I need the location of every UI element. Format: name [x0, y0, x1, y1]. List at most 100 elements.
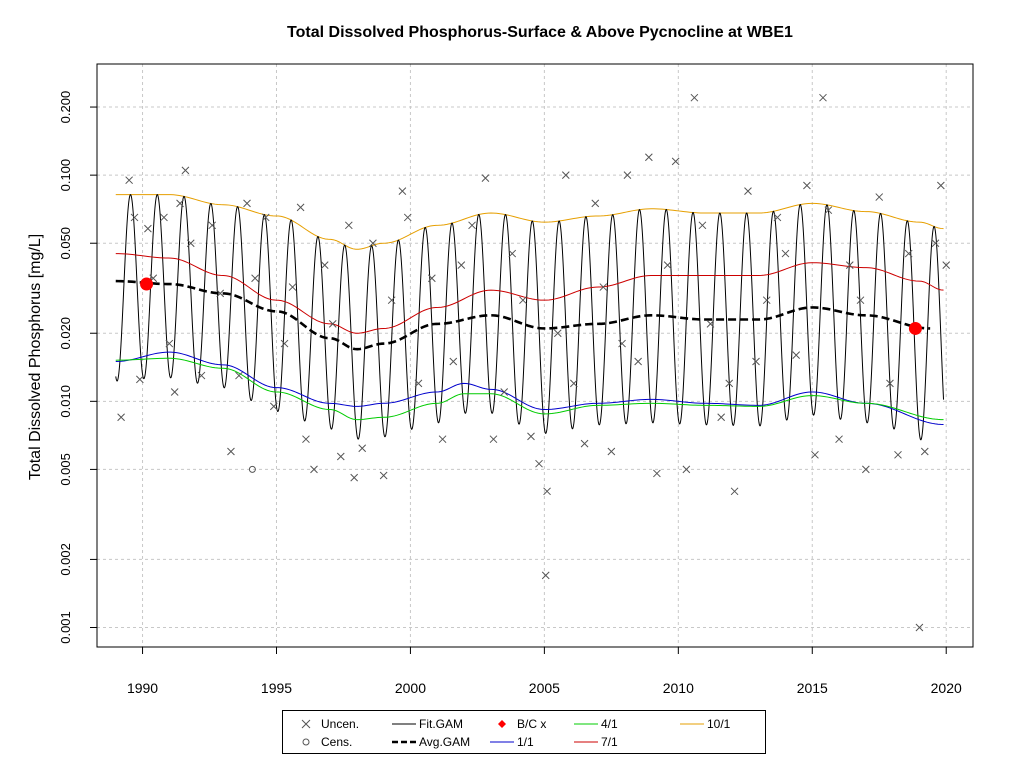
uncensored-point: [599, 283, 608, 291]
legend-1-1-line: [490, 741, 514, 743]
chart-title: Total Dissolved Phosphorus-Surface & Abo…: [287, 24, 793, 41]
legend-label-7-1: 7/1: [601, 735, 618, 749]
uncensored-point: [942, 261, 951, 269]
legend-fit-gam-line: [392, 723, 416, 725]
uncensored-point: [623, 171, 632, 179]
uncensored-point: [653, 469, 661, 478]
uncensored-point: [358, 444, 367, 453]
series-7-1: [115, 253, 944, 334]
series-line-avg-gam: [115, 279, 931, 351]
uncensored-point: [819, 93, 827, 102]
uncensored-point: [130, 213, 139, 222]
uncensored-point: [920, 447, 929, 456]
y-tick-label: 0.100: [58, 159, 73, 192]
uncensored-point: [170, 388, 179, 396]
uncensored-point: [344, 221, 353, 230]
uncensored-point: [706, 320, 715, 328]
legend-label-1-1: 1/1: [517, 735, 534, 749]
series-line-1-1: [115, 351, 944, 425]
fit-gam-line: [115, 194, 945, 441]
censored-point: [248, 465, 256, 473]
uncensored-point: [136, 375, 144, 384]
y-tick-label: 0.005: [58, 453, 73, 486]
uncensored-point: [251, 274, 259, 283]
legend-4-1-line: [574, 723, 598, 725]
legend-circle-symbol: [302, 738, 310, 746]
uncensored-point: [690, 93, 699, 102]
uncensored-point: [671, 157, 680, 166]
uncensored-point: [519, 296, 527, 305]
uncensored-point: [569, 379, 578, 388]
x-tick-label: 2015: [797, 680, 828, 696]
legend-diamond-symbol: [498, 720, 506, 728]
uncensored-point: [931, 239, 940, 248]
uncensored-point: [508, 249, 517, 258]
uncensored-point: [269, 402, 278, 411]
uncensored-point: [336, 452, 345, 461]
series-line-7-1: [115, 253, 944, 334]
uncensored-point: [811, 450, 819, 459]
avg-gam-series: [115, 279, 931, 351]
uncensored-point: [302, 435, 310, 444]
bc-point: [140, 277, 154, 291]
uncensored-point: [580, 439, 589, 448]
legend-label-bc: B/C x: [517, 717, 547, 731]
uncensored-point: [824, 206, 833, 215]
uncensored-point: [428, 274, 436, 283]
uncensored-point: [781, 249, 790, 258]
uncensored-point: [561, 171, 570, 179]
uncensored-point: [288, 283, 297, 291]
legend-label-cens: Cens.: [321, 735, 353, 749]
legend-x-symbol: [301, 719, 311, 729]
legend-label-uncen: Uncen.: [321, 717, 360, 731]
y-tick-label: 0.001: [58, 611, 73, 644]
y-tick-label: 0.050: [58, 227, 73, 260]
uncensored-point: [845, 261, 854, 269]
fit-gam-series: [115, 194, 945, 441]
uncensored-point: [553, 329, 562, 338]
uncensored-point: [535, 459, 543, 468]
legend-avg-gam-line: [392, 740, 416, 744]
x-tick-label: 2000: [395, 680, 426, 696]
uncensored-point: [936, 181, 945, 190]
uncensored-point: [500, 388, 509, 396]
uncensored-point: [875, 193, 884, 201]
uncensored-point: [730, 487, 739, 496]
series-10-1: [115, 194, 944, 250]
series-4-1: [115, 357, 944, 421]
uncensored-point: [481, 174, 490, 182]
uncensored-point: [243, 199, 251, 208]
legend-label-10-1: 10/1: [707, 717, 731, 731]
legend: Uncen. Cens. Fit.GAM Avg.GAM B/C x 1/1: [282, 710, 766, 754]
uncensored-point: [835, 435, 843, 444]
uncensored-point: [176, 199, 184, 208]
uncensored-point: [725, 379, 734, 388]
uncensored-point: [607, 447, 616, 456]
uncensored-point: [403, 213, 412, 222]
uncensored-point: [369, 239, 377, 248]
legend-label-avg-gam: Avg.GAM: [419, 735, 471, 749]
series-line-10-1: [115, 194, 944, 250]
uncensored-point: [468, 221, 476, 230]
uncensored-point: [320, 261, 329, 269]
y-tick-label: 0.200: [58, 91, 73, 124]
uncensored-point: [744, 187, 752, 195]
uncensored-point: [414, 379, 423, 388]
uncensored-point: [773, 213, 782, 222]
legend-7-1-line: [574, 741, 598, 743]
uncensored-point: [310, 465, 318, 474]
uncensored-point: [792, 351, 801, 360]
uncensored-point: [856, 296, 865, 305]
uncensored-point: [803, 181, 811, 190]
uncensored-point: [296, 203, 305, 212]
uncensored-point: [117, 413, 125, 422]
uncensored-point: [350, 473, 359, 482]
uncensored-point: [904, 249, 913, 258]
uncensored-point: [915, 623, 924, 632]
uncensored-point: [144, 224, 152, 233]
uncensored-point: [216, 289, 225, 298]
uncensored-point: [280, 339, 289, 348]
uncensored-point: [398, 187, 407, 195]
